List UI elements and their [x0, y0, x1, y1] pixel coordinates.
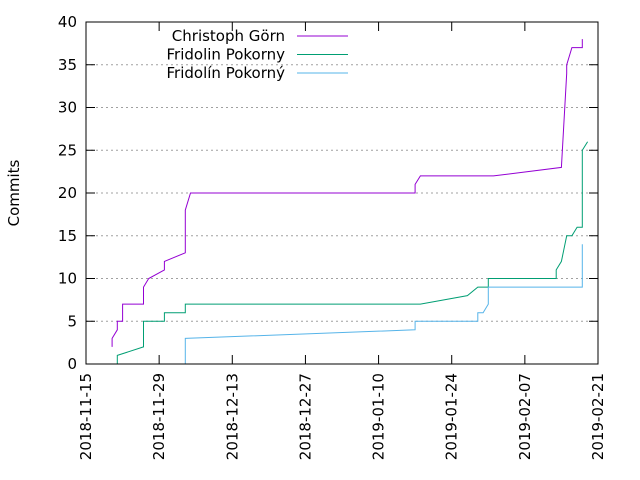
y-tick-label: 20 — [58, 184, 77, 202]
x-tick-label: 2019-02-21 — [589, 373, 607, 460]
y-tick-label: 40 — [58, 13, 77, 31]
y-tick-label: 5 — [67, 312, 77, 330]
y-tick-label: 10 — [58, 270, 77, 288]
y-tick-label: 25 — [58, 141, 77, 159]
y-tick-label: 15 — [58, 227, 77, 245]
legend-entry-label: Christoph Görn — [172, 27, 285, 45]
grid-lines — [86, 64, 598, 322]
x-tick-label: 2018-11-29 — [150, 373, 168, 460]
x-axis: 2018-11-15 2018-11-29 2018-12-13 2018-12-27… — [77, 22, 607, 460]
series-line-2 — [184, 244, 583, 364]
x-tick-label: 2019-01-10 — [370, 373, 388, 460]
legend-entry-label: Fridolin Pokorny — [167, 46, 286, 64]
y-axis: 0 5 10 15 20 25 30 35 40 — [58, 13, 598, 373]
x-tick-label: 2018-12-27 — [296, 373, 314, 460]
y-tick-label: 30 — [58, 99, 77, 117]
series-lines — [111, 39, 589, 364]
y-tick-label: 0 — [67, 355, 77, 373]
y-axis-label: Commits — [5, 159, 23, 226]
x-tick-label: 2019-02-07 — [516, 373, 534, 460]
series-line-0 — [111, 39, 583, 347]
x-tick-label: 2018-11-15 — [77, 373, 95, 460]
y-tick-label: 35 — [58, 56, 77, 74]
legend-entry-label: Fridolín Pokorný — [167, 64, 286, 82]
x-tick-label: 2018-12-13 — [223, 373, 241, 460]
x-tick-label: 2019-01-24 — [443, 373, 461, 460]
series-line-1 — [116, 141, 589, 364]
